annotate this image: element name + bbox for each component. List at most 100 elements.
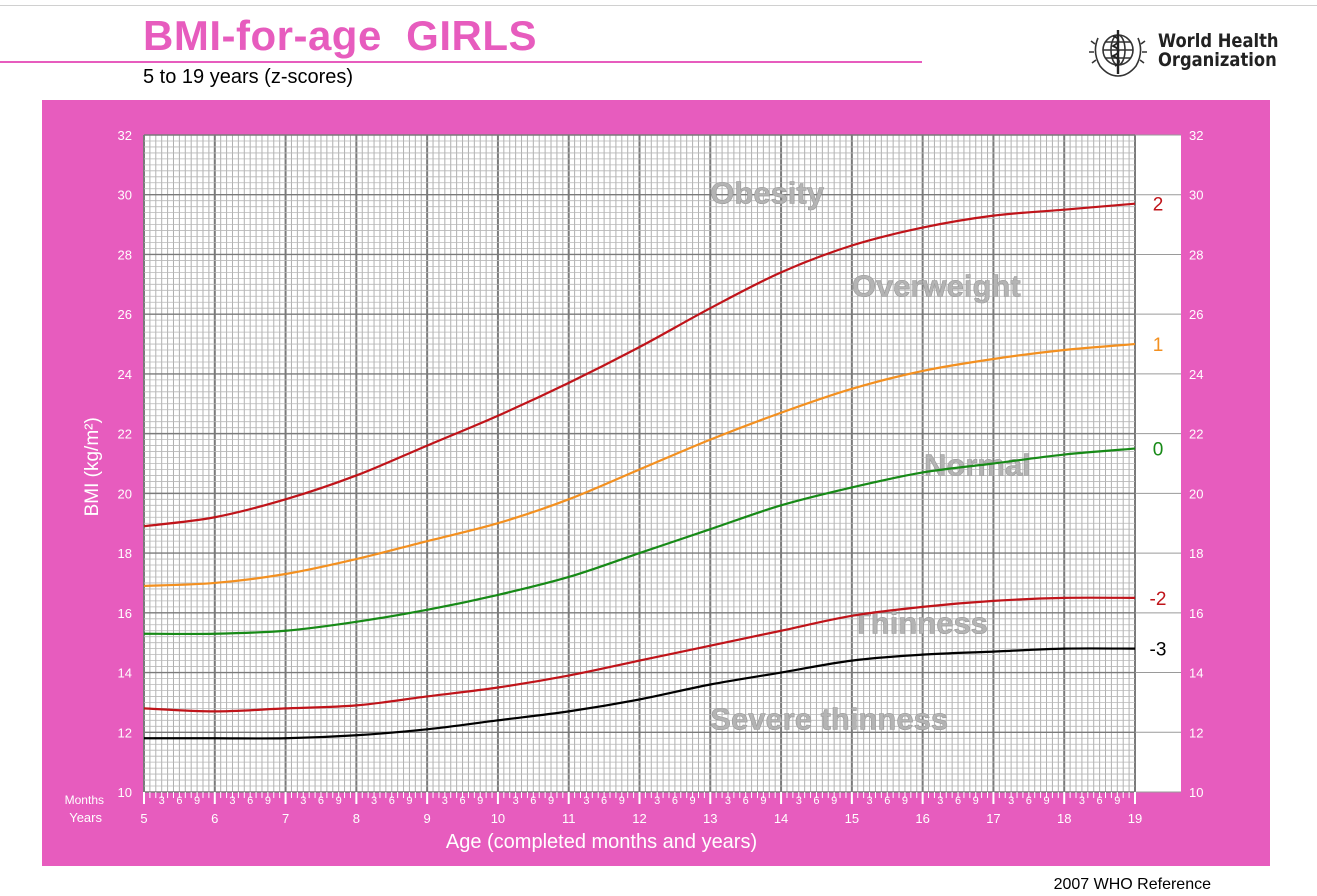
y-tick-label-left: 14 (118, 666, 132, 681)
x-tick-label-year: 17 (986, 811, 1000, 826)
x-tick-label-year: 13 (703, 811, 717, 826)
who-name-line1: World Health (1158, 30, 1279, 52)
series-line-z-3 (144, 647, 1136, 740)
series-label: -3 (1150, 640, 1167, 661)
series-label: -2 (1150, 589, 1167, 610)
x-tick-label-month: 3 (442, 795, 448, 807)
y-tick-label-left: 10 (118, 785, 132, 800)
x-tick-label-year: 5 (140, 811, 147, 826)
y-tick-label-left: 12 (118, 725, 132, 740)
y-tick-label-right: 22 (1189, 427, 1203, 442)
title-underline (0, 61, 922, 63)
series-label: 2 (1153, 195, 1164, 216)
who-name-line2: Organization (1158, 49, 1277, 71)
series-line-z-2 (143, 596, 1136, 713)
x-tick-label-month: 6 (247, 795, 253, 807)
top-border (0, 5, 1317, 6)
chart-subtitle: 5 to 19 years (z-scores) (143, 66, 354, 88)
y-axis-title: BMI (kg/m²) (82, 417, 103, 516)
x-tick-label-month: 9 (902, 795, 908, 807)
y-tick-label-right: 32 (1189, 128, 1203, 143)
x-tick-label-year: 7 (282, 811, 289, 826)
x-tick-label-month: 6 (530, 795, 536, 807)
y-tick-label-right: 16 (1189, 606, 1203, 621)
months-row-label: Months (65, 793, 104, 807)
x-tick-label-month: 6 (672, 795, 678, 807)
x-tick-label-month: 9 (548, 795, 554, 807)
x-tick-label-year: 9 (424, 811, 431, 826)
y-tick-label-right: 14 (1189, 666, 1203, 681)
who-logo: World Health Organization (1088, 24, 1288, 80)
y-tick-label-left: 20 (118, 486, 132, 501)
who-emblem-icon (1089, 30, 1147, 77)
y-tick-label-right: 28 (1189, 247, 1203, 262)
x-tick-label-month: 3 (371, 795, 377, 807)
series-line-z1 (143, 342, 1136, 588)
y-tick-label-left: 22 (118, 427, 132, 442)
y-tick-label-right: 30 (1189, 188, 1203, 203)
series-label: 0 (1153, 440, 1164, 461)
x-tick-label-month: 9 (265, 795, 271, 807)
x-tick-label-month: 9 (477, 795, 483, 807)
x-tick-label-month: 6 (601, 795, 607, 807)
x-tick-label-month: 9 (1114, 795, 1120, 807)
chart-frame: Obesity Overweight Normal Thinness Severe th… (42, 100, 1270, 866)
x-tick-label-month: 6 (813, 795, 819, 807)
zone-label: Overweight (852, 268, 1021, 303)
x-tick-label-year: 18 (1057, 811, 1071, 826)
x-tick-label-month: 3 (725, 795, 731, 807)
x-tick-label-month: 6 (176, 795, 182, 807)
y-tick-label-right: 20 (1189, 486, 1203, 501)
right-label-panel (1135, 135, 1181, 792)
y-tick-label-right: 26 (1189, 307, 1203, 322)
x-tick-label-month: 6 (318, 795, 324, 807)
zone-label: Thinness (852, 606, 988, 641)
years-row-label: Years (69, 810, 102, 825)
x-tick-label-month: 6 (389, 795, 395, 807)
y-tick-label-left: 30 (118, 188, 132, 203)
x-tick-label-month: 9 (619, 795, 625, 807)
x-tick-label-month: 3 (159, 795, 165, 807)
x-tick-label-month: 9 (406, 795, 412, 807)
x-tick-label-year: 10 (491, 811, 505, 826)
series-label: 1 (1153, 335, 1164, 356)
x-tick-label-month: 6 (1097, 795, 1103, 807)
x-tick-label-month: 9 (336, 795, 342, 807)
y-tick-label-left: 16 (118, 606, 132, 621)
y-tick-label-left: 18 (118, 546, 132, 561)
x-tick-label-month: 3 (513, 795, 519, 807)
x-tick-label-month: 3 (654, 795, 660, 807)
y-tick-label-right: 10 (1189, 785, 1203, 800)
y-tick-label-left: 24 (118, 367, 132, 382)
x-tick-label-month: 9 (973, 795, 979, 807)
y-tick-label-right: 24 (1189, 367, 1203, 382)
y-tick-label-right: 18 (1189, 546, 1203, 561)
x-tick-label-year: 8 (353, 811, 360, 826)
x-tick-label-year: 12 (632, 811, 646, 826)
x-tick-label-year: 11 (562, 811, 576, 826)
x-tick-label-month: 3 (1008, 795, 1014, 807)
x-tick-label-month: 6 (743, 795, 749, 807)
x-tick-label-month: 3 (229, 795, 235, 807)
chart-title: BMI-for-age GIRLS (143, 12, 537, 59)
x-tick-label-month: 9 (690, 795, 696, 807)
y-tick-label-right: 12 (1189, 725, 1203, 740)
x-tick-label-month: 9 (831, 795, 837, 807)
x-tick-label-year: 6 (211, 811, 218, 826)
x-tick-label-month: 6 (955, 795, 961, 807)
x-tick-label-month: 3 (796, 795, 802, 807)
x-tick-label-month: 6 (1026, 795, 1032, 807)
x-axis-title: Age (completed months and years) (446, 831, 757, 853)
x-tick-label-month: 9 (760, 795, 766, 807)
series-line-z0 (143, 447, 1136, 636)
x-tick-label-month: 6 (884, 795, 890, 807)
series-line-z2 (143, 202, 1136, 528)
reference-note: 2007 WHO Reference (1053, 876, 1211, 893)
x-tick-label-month: 9 (194, 795, 200, 807)
x-tick-label-month: 9 (1043, 795, 1049, 807)
zone-label: Obesity (710, 176, 824, 211)
x-tick-label-month: 3 (866, 795, 872, 807)
x-tick-label-year: 16 (915, 811, 929, 826)
x-tick-label-month: 3 (937, 795, 943, 807)
